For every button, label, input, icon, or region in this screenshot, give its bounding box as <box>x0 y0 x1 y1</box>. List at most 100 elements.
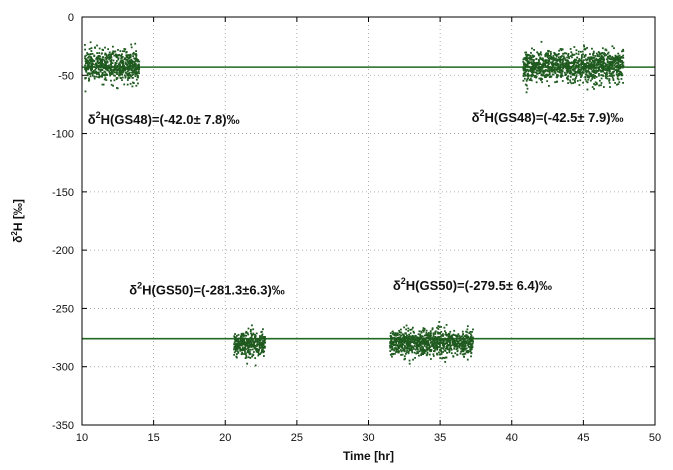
data-point <box>525 79 528 82</box>
data-point <box>111 53 114 55</box>
data-point <box>618 72 620 75</box>
data-point <box>444 347 447 350</box>
data-point <box>123 50 126 53</box>
data-point <box>413 345 416 347</box>
data-point <box>390 338 393 341</box>
data-point <box>439 343 441 346</box>
data-point <box>106 61 109 64</box>
data-point <box>587 75 590 78</box>
data-point <box>134 75 137 78</box>
data-point <box>537 59 540 61</box>
data-point <box>581 73 583 76</box>
data-point <box>468 332 471 335</box>
data-point <box>110 79 112 82</box>
data-point <box>249 341 252 343</box>
data-point <box>530 61 533 64</box>
data-point <box>404 339 407 342</box>
data-point <box>555 57 557 60</box>
data-point <box>259 353 261 356</box>
data-point <box>527 77 530 80</box>
data-point <box>133 69 135 72</box>
data-point <box>136 59 139 61</box>
data-point <box>242 347 244 350</box>
data-point <box>243 348 245 351</box>
data-point <box>552 55 555 57</box>
data-point <box>252 328 255 331</box>
data-point <box>567 65 570 68</box>
data-point <box>90 68 93 70</box>
data-point <box>121 79 123 81</box>
data-point <box>406 343 409 346</box>
data-point <box>462 349 465 351</box>
data-point <box>424 350 427 353</box>
data-point <box>86 59 89 62</box>
data-point <box>592 70 595 72</box>
data-point <box>106 69 109 72</box>
data-point <box>93 55 96 58</box>
data-point <box>578 84 581 86</box>
data-point <box>419 347 422 350</box>
data-point <box>581 70 584 73</box>
data-point <box>582 61 585 64</box>
data-point <box>135 53 137 55</box>
data-point <box>591 78 594 80</box>
data-point <box>449 337 452 340</box>
data-point <box>420 331 423 334</box>
data-point <box>464 344 466 346</box>
data-point <box>545 66 548 69</box>
data-point <box>558 71 561 74</box>
data-point <box>620 71 623 74</box>
data-point <box>260 330 263 333</box>
data-point <box>114 74 116 77</box>
data-point <box>391 340 393 343</box>
data-point <box>541 66 544 69</box>
data-point <box>418 341 421 344</box>
data-point <box>468 343 471 346</box>
data-point <box>538 62 540 65</box>
data-point <box>591 74 594 77</box>
data-point <box>125 51 128 54</box>
data-point <box>522 79 525 82</box>
data-point <box>594 72 597 74</box>
data-point <box>100 75 103 78</box>
data-point <box>84 48 87 51</box>
data-point <box>603 68 606 71</box>
data-point <box>444 331 447 334</box>
data-point <box>128 62 131 65</box>
data-point <box>260 341 263 344</box>
data-point <box>108 66 111 69</box>
data-point <box>569 48 572 50</box>
data-point <box>102 67 105 70</box>
data-point <box>400 334 403 337</box>
data-point <box>431 344 433 346</box>
data-point <box>422 342 424 344</box>
data-point <box>608 82 611 84</box>
data-point <box>582 71 584 74</box>
data-point <box>111 51 114 54</box>
data-point <box>263 355 265 357</box>
data-point <box>412 335 414 337</box>
data-point <box>431 327 434 330</box>
data-point <box>427 335 430 338</box>
x-tick-label: 30 <box>362 432 374 444</box>
data-point <box>603 72 606 74</box>
data-point <box>586 88 589 91</box>
data-point <box>529 67 532 70</box>
data-point <box>605 71 608 74</box>
data-point <box>401 333 404 336</box>
data-point <box>588 76 591 79</box>
data-point <box>580 62 582 65</box>
data-point <box>596 61 599 64</box>
data-point <box>614 56 617 59</box>
data-point <box>110 69 113 72</box>
data-point <box>396 339 399 342</box>
data-point <box>129 59 132 62</box>
data-point <box>102 49 104 52</box>
data-point <box>546 56 549 59</box>
data-point <box>562 67 564 70</box>
data-point <box>598 65 601 68</box>
data-point <box>536 51 539 54</box>
data-point <box>93 77 96 80</box>
data-point <box>111 62 114 65</box>
x-tick-label: 35 <box>434 432 446 444</box>
